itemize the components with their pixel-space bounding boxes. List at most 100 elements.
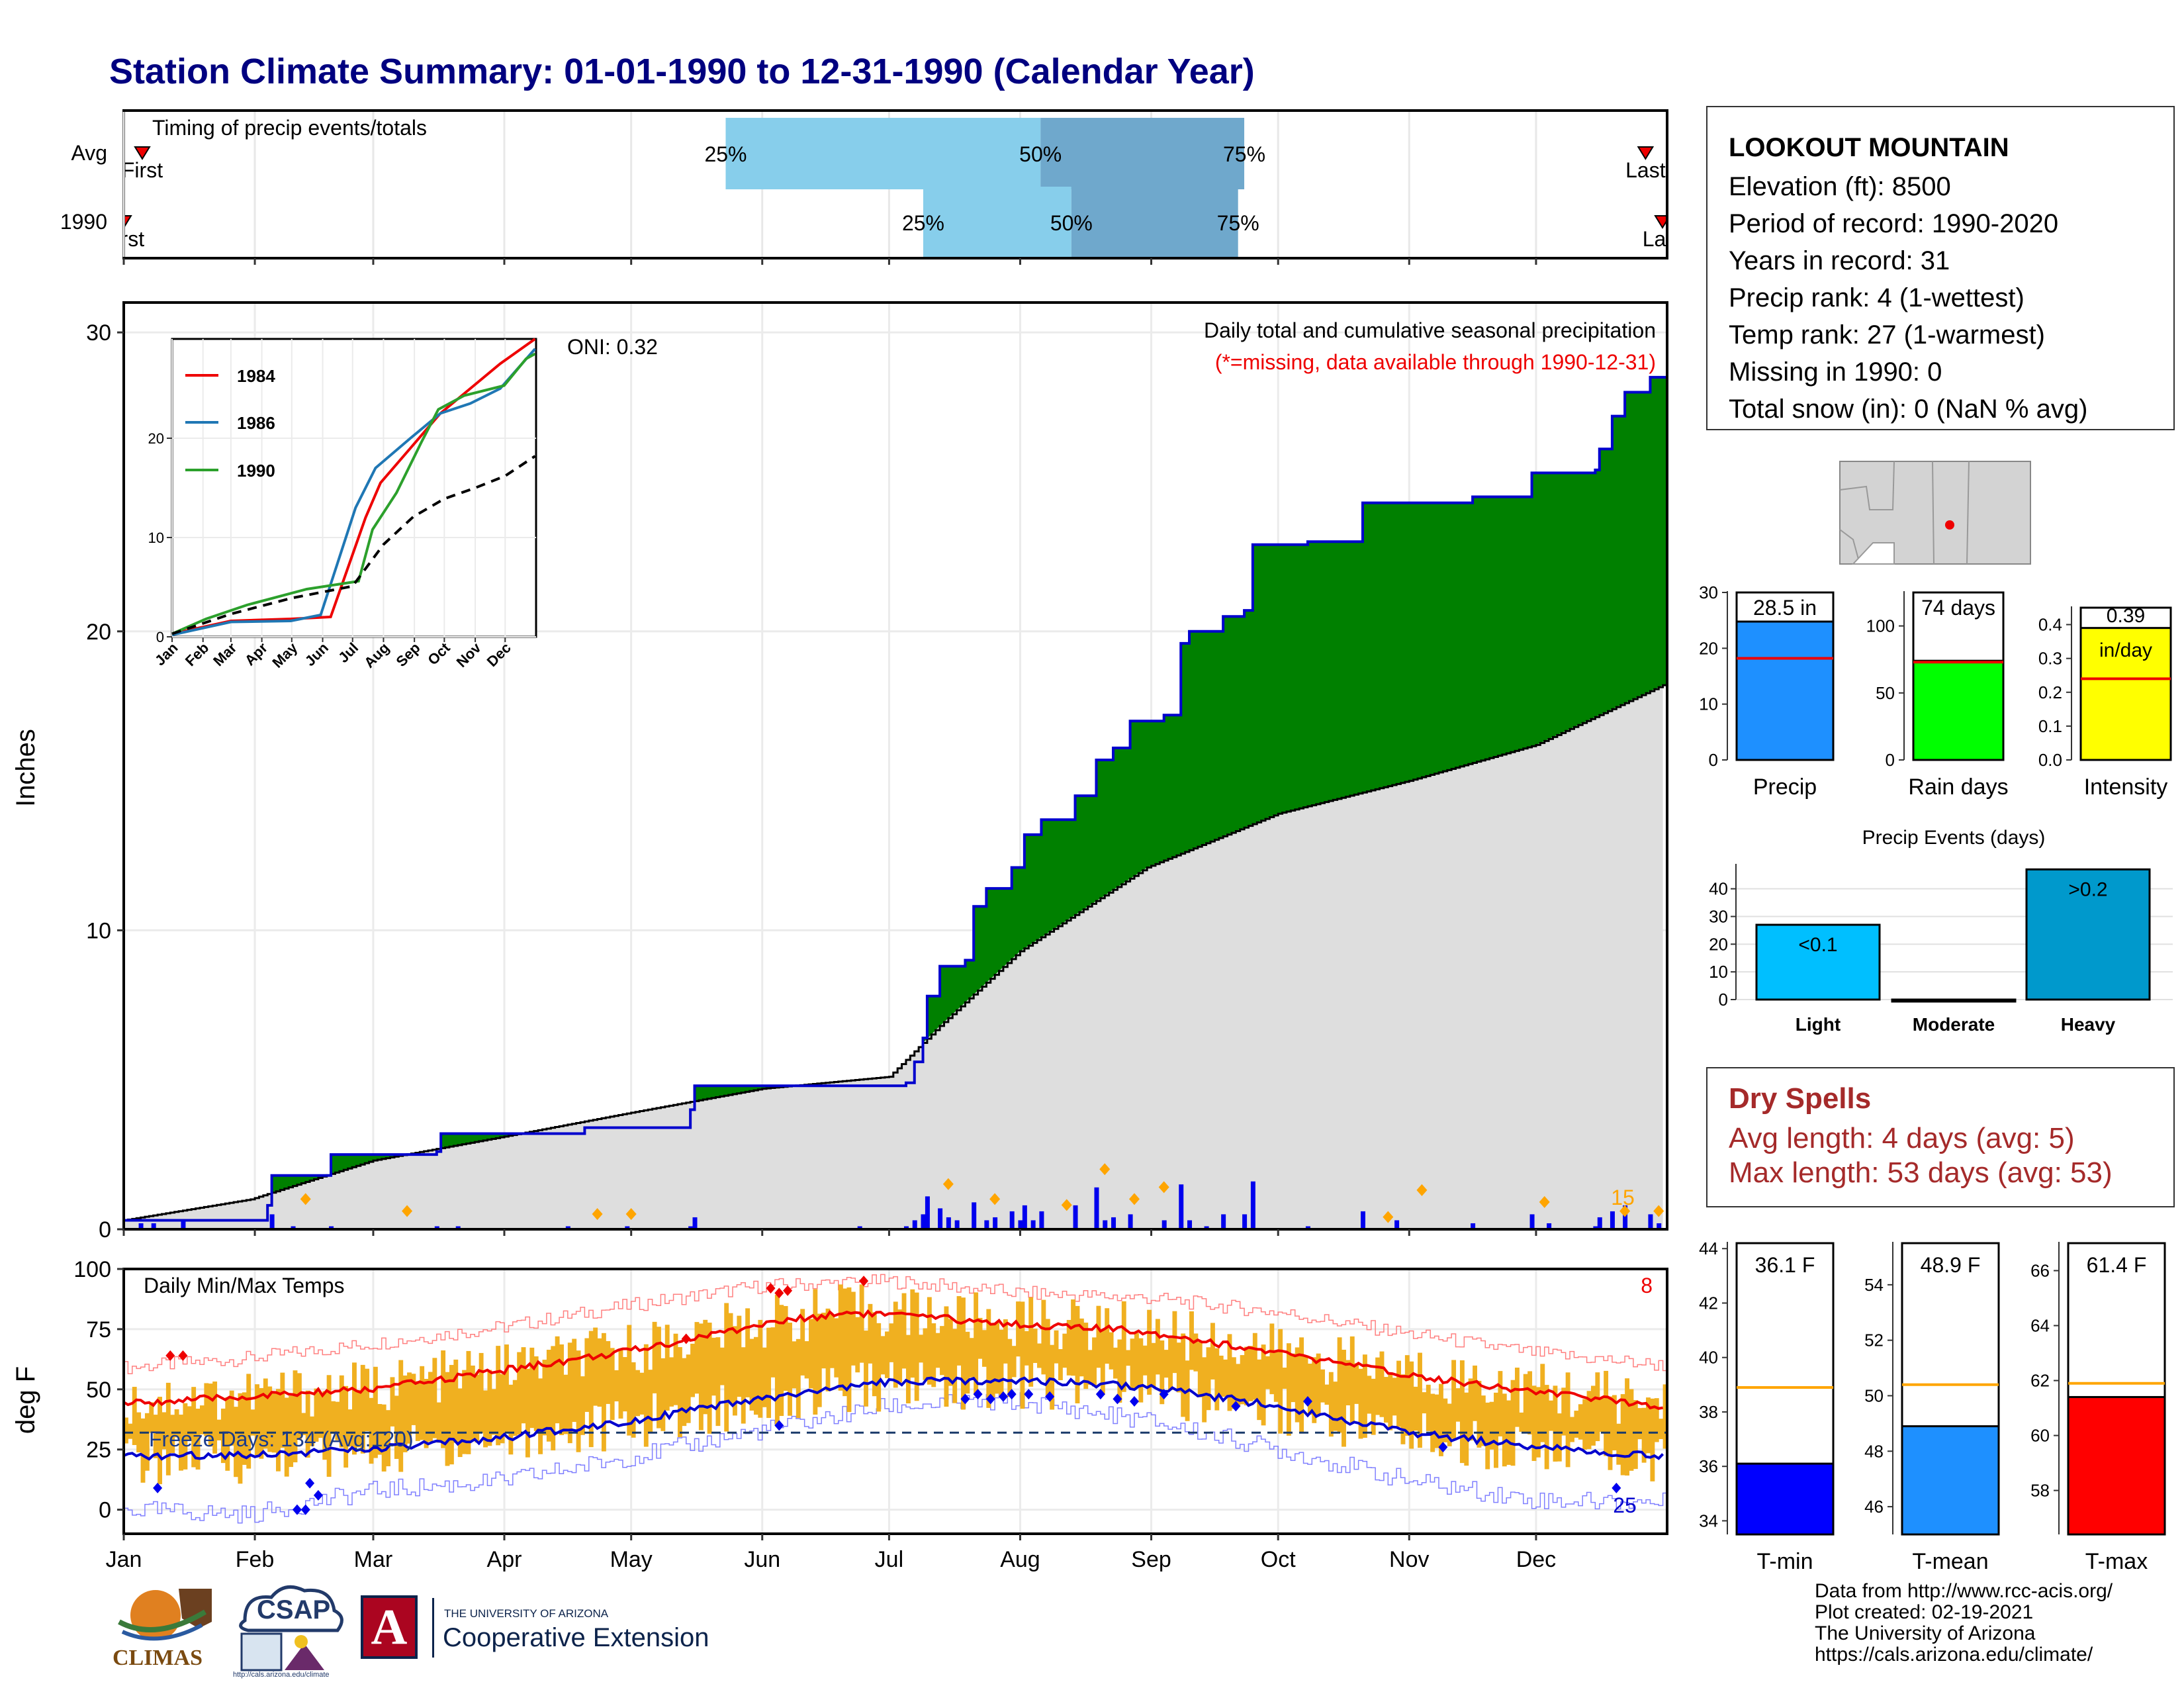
- ua-a-mark: A: [361, 1595, 418, 1659]
- record-low-marker: [1612, 1482, 1621, 1493]
- daily-temp-bar: [673, 1333, 678, 1405]
- legend-label-1986: 1986: [237, 413, 275, 433]
- month-axis: Jan Feb Mar Apr May Jun Jul Aug Sep Oct Nov Dec: [106, 1534, 1556, 1572]
- daily-temp-bar: [1514, 1368, 1520, 1427]
- precip-total-ytick-label: 10: [1699, 694, 1718, 714]
- daily-temp-bar: [225, 1397, 230, 1471]
- footer-data-source: Data from http://www.rcc-acis.org/: [1815, 1580, 2113, 1602]
- daily-temp-bar: [1269, 1323, 1275, 1395]
- events-category-label: Heavy: [2061, 1014, 2116, 1035]
- station-location-map: [1839, 461, 2031, 565]
- daily-temp-bar: [1261, 1344, 1266, 1426]
- daily-temp-bar: [1349, 1336, 1355, 1423]
- daily-temp-bar: [1163, 1350, 1169, 1378]
- daily-temp-bar: [1121, 1301, 1126, 1392]
- daily-temp-bar: [876, 1323, 882, 1412]
- daily-temp-bar: [478, 1352, 484, 1433]
- daily-temp-bar: [834, 1318, 839, 1378]
- daily-precip-bar: [1394, 1220, 1400, 1229]
- daily-temp-bar: [1062, 1333, 1068, 1368]
- daily-temp-bar: [694, 1322, 700, 1394]
- t-min-ytick-label: 36: [1699, 1456, 1718, 1476]
- month-label: Aug: [1000, 1547, 1040, 1572]
- daily-temp-bar: [1134, 1333, 1139, 1389]
- daily-temp-bar: [407, 1372, 412, 1444]
- daily-temp-bar: [1096, 1305, 1101, 1368]
- daily-temp-bar: [347, 1409, 353, 1447]
- temp-content: [125, 1274, 1666, 1524]
- daily-temp-bar: [1553, 1385, 1558, 1462]
- precip-record-marker: [402, 1205, 413, 1217]
- temp-y-label: deg F: [11, 1366, 40, 1434]
- timing-row-1990-label: 1990: [60, 210, 107, 234]
- month-label: Oct: [1261, 1547, 1296, 1572]
- daily-temp-bar: [1345, 1360, 1351, 1405]
- precip-total-category: Precip: [1753, 774, 1817, 800]
- daily-temp-bar: [457, 1388, 463, 1458]
- avg-min-line: [125, 1376, 1664, 1461]
- precip-total-ytick-label: 0: [1709, 750, 1718, 770]
- daily-temp-bar: [331, 1401, 336, 1434]
- daily-temp-bar: [508, 1384, 514, 1455]
- csap-logo-mark: [239, 1585, 343, 1671]
- record-low-marker: [313, 1489, 323, 1501]
- month-label: Jun: [744, 1547, 780, 1572]
- precip-record-marker: [1383, 1211, 1394, 1223]
- intensity-unit-label: in/day: [2099, 639, 2152, 661]
- daily-temp-bar: [153, 1415, 158, 1458]
- daily-precip-bar: [269, 1214, 275, 1229]
- daily-temp-bar: [216, 1419, 222, 1440]
- month-label: Nov: [1389, 1547, 1429, 1572]
- daily-temp-bar: [576, 1350, 581, 1452]
- daily-temp-bar: [1223, 1359, 1228, 1397]
- daily-temp-bar: [796, 1338, 801, 1419]
- daily-temp-bar: [897, 1309, 903, 1383]
- daily-temp-bar: [1312, 1357, 1317, 1423]
- daily-temp-bar: [158, 1397, 163, 1485]
- precip-total-bar: [1735, 600, 1835, 761]
- daily-temp-bar: [601, 1333, 606, 1452]
- timing-bar-50-75: [1071, 187, 1238, 257]
- daily-temp-bar: [1295, 1347, 1300, 1423]
- daily-temp-bar: [314, 1388, 319, 1442]
- timing-label-25: 25%: [902, 211, 944, 235]
- daily-precip-bar: [1022, 1205, 1027, 1229]
- daily-temp-bar: [1071, 1299, 1076, 1376]
- daily-temp-bar: [212, 1382, 218, 1454]
- precip-ytick-label: 0: [99, 1217, 111, 1243]
- daily-temp-bar: [1659, 1419, 1664, 1439]
- t-mean-category: T-mean: [1912, 1549, 1988, 1574]
- record-low-marker: [998, 1391, 1008, 1402]
- inset-series-1986: [171, 348, 536, 636]
- record-low-marker: [1302, 1396, 1312, 1407]
- csap-logo: CSAP http://cals.arizona.edu/climate: [232, 1581, 351, 1680]
- daily-temp-bar: [402, 1375, 408, 1452]
- daily-temp-bar: [1590, 1385, 1596, 1446]
- daily-precip-bar: [972, 1202, 977, 1229]
- daily-temp-bar: [850, 1291, 856, 1366]
- month-label: Apr: [487, 1547, 522, 1572]
- daily-temp-bar: [1362, 1354, 1367, 1438]
- events-category-label: Light: [1796, 1014, 1841, 1035]
- daily-precip-bar: [565, 1226, 570, 1229]
- timing-bar-25-50: [923, 187, 1071, 257]
- daily-temp-bar: [1003, 1319, 1008, 1364]
- timing-last-marker: [1637, 146, 1655, 160]
- precip-ytick-label: 20: [86, 620, 111, 645]
- daily-precip-bar: [291, 1226, 296, 1229]
- daily-temp-bar: [335, 1401, 340, 1440]
- footer-plot-date: Plot created: 02-19-2021: [1815, 1601, 2034, 1623]
- climas-logo: CLIMAS: [106, 1582, 218, 1675]
- daily-temp-bar: [948, 1319, 953, 1386]
- temp-ytick-label: 50: [86, 1378, 111, 1403]
- daily-temp-bar: [1032, 1329, 1038, 1363]
- intensity-value-label: 0.39: [2107, 605, 2145, 627]
- daily-temp-bar: [1337, 1337, 1342, 1433]
- daily-temp-bar: [821, 1313, 827, 1369]
- daily-temp-bar: [555, 1336, 560, 1424]
- daily-temp-bar: [724, 1303, 729, 1432]
- record-low-marker: [973, 1389, 983, 1400]
- station-snow: Total snow (in): 0 (NaN % avg): [1729, 395, 2088, 424]
- daily-temp-bar: [1409, 1361, 1414, 1449]
